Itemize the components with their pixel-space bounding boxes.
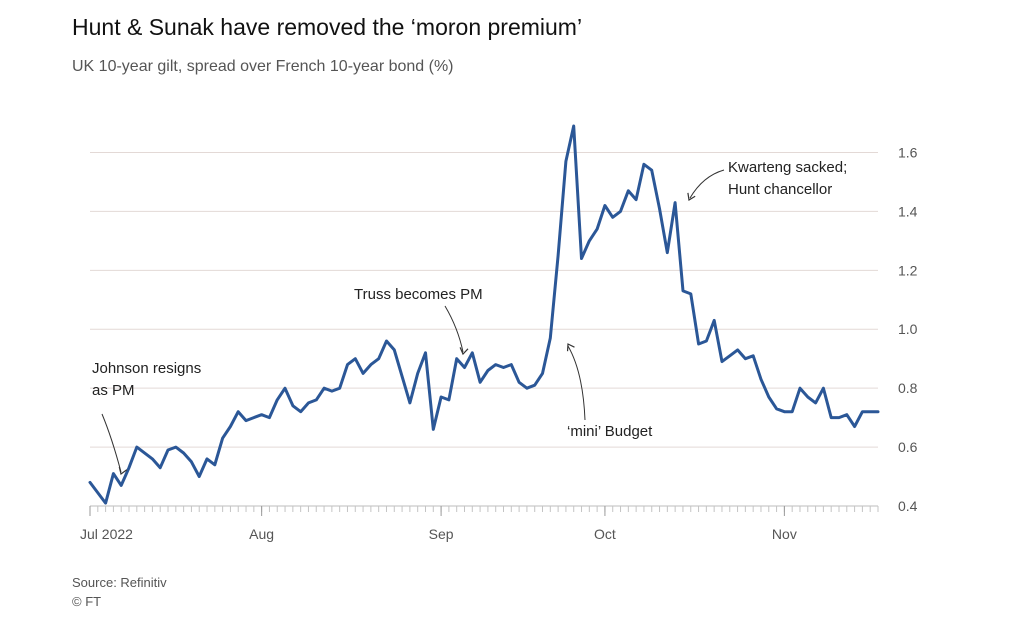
annotation-arrow bbox=[567, 345, 586, 421]
y-axis: 0.4 0.6 0.8 1.0 1.2 1.4 1.6 bbox=[898, 144, 918, 514]
arrow-head bbox=[566, 343, 575, 352]
annotation-arrow bbox=[689, 169, 725, 199]
annotations-layer: Johnson resigns as PM Truss becomes PM ‘min… bbox=[92, 159, 847, 476]
copyright-text: © FT bbox=[72, 594, 102, 609]
annotation-arrow bbox=[101, 413, 122, 473]
y-tick-label: 1.0 bbox=[898, 321, 918, 337]
x-tick-label: Nov bbox=[772, 526, 797, 542]
annotation-text: ‘mini’ Budget bbox=[567, 423, 653, 440]
series-line bbox=[88, 124, 880, 505]
chart-subtitle: UK 10-year gilt, spread over French 10-y… bbox=[72, 58, 454, 75]
x-tick-label: Oct bbox=[594, 526, 616, 542]
annotation-text: Johnson resigns bbox=[92, 360, 201, 377]
y-tick-label: 0.8 bbox=[898, 380, 918, 396]
arrow-head bbox=[687, 192, 696, 201]
chart-title: Hunt & Sunak have removed the ‘moron pre… bbox=[72, 14, 583, 40]
annotation-text: Hunt chancellor bbox=[728, 181, 832, 198]
x-tick-label: Jul 2022 bbox=[80, 526, 133, 542]
annotation: Truss becomes PM bbox=[354, 286, 483, 356]
y-tick-label: 1.2 bbox=[898, 262, 918, 278]
y-tick-label: 1.4 bbox=[898, 203, 918, 219]
y-tick-label: 1.6 bbox=[898, 144, 918, 160]
annotation: ‘mini’ Budget bbox=[566, 343, 653, 440]
x-tick-label: Sep bbox=[429, 526, 454, 542]
arrow-head bbox=[118, 466, 128, 476]
annotation-text: as PM bbox=[92, 382, 135, 399]
y-tick-label: 0.6 bbox=[898, 439, 918, 455]
annotation-arrow bbox=[444, 305, 464, 353]
x-axis: Jul 2022 Aug Sep Oct Nov bbox=[80, 505, 879, 542]
arrow-head bbox=[459, 347, 469, 356]
y-tick-label: 0.4 bbox=[898, 498, 918, 514]
source-text: Source: Refinitiv bbox=[72, 575, 167, 590]
annotation-text: Truss becomes PM bbox=[354, 286, 483, 303]
annotation: Johnson resigns as PM bbox=[92, 360, 201, 476]
series-layer bbox=[88, 124, 880, 505]
annotation: Kwarteng sacked; Hunt chancellor bbox=[687, 159, 847, 201]
x-tick-label: Aug bbox=[249, 526, 274, 542]
gridlines bbox=[90, 151, 878, 448]
annotation-text: Kwarteng sacked; bbox=[728, 159, 847, 176]
source-note: Source: Refinitiv © FT bbox=[72, 573, 167, 611]
